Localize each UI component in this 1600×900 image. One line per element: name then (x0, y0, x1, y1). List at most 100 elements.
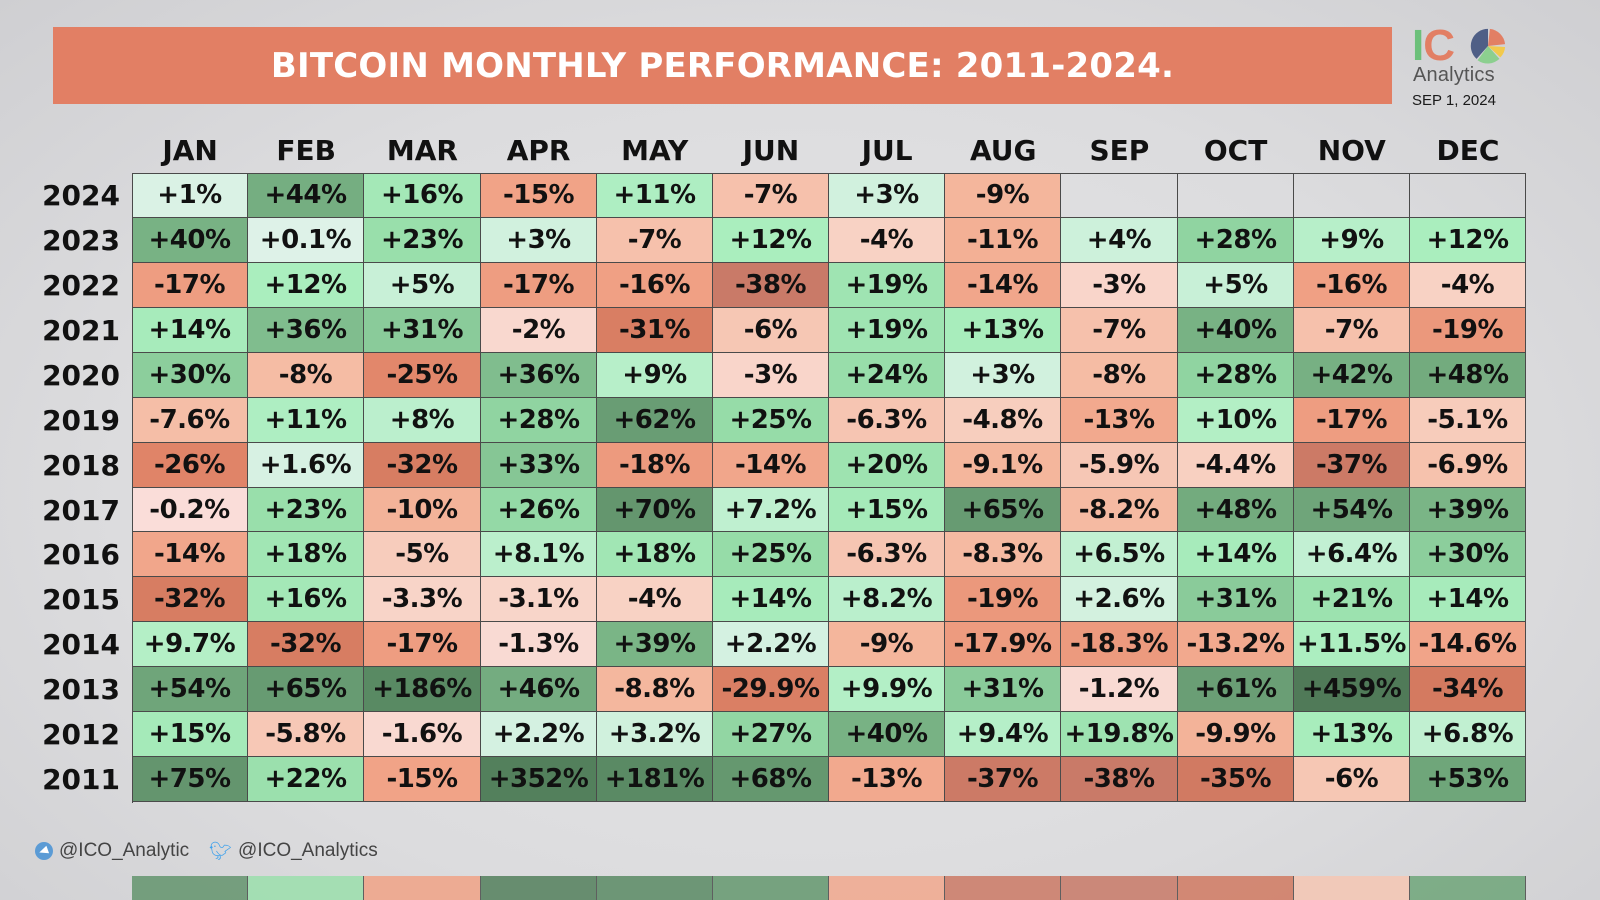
social-footer: @ICO_Analytic 🐦︎ @ICO_Analytics (35, 840, 392, 862)
heatmap-cell-2014-jun: +2.2% (713, 622, 829, 667)
logo-letters: IC (1412, 24, 1455, 68)
heatmap-cell-2015-sep: +2.6% (1061, 577, 1178, 622)
heatmap-cell-2014-feb: -32% (248, 622, 364, 667)
heatmap-cell-2015-nov: +21% (1294, 577, 1410, 622)
heatmap-cell-2022-mar: +5% (364, 263, 481, 308)
heatmap-cell-2020-mar: -25% (364, 353, 481, 398)
heatmap-cell-2020-sep: -8% (1061, 353, 1178, 398)
telegram-icon (35, 842, 53, 860)
heatmap-cell-2015-jun: +14% (713, 577, 829, 622)
heatmap-cell-2023-aug: -11% (945, 218, 1061, 263)
heatmap-cell-2024-may: +11% (597, 173, 713, 218)
heatmap-cell-2017-mar: -10% (364, 488, 481, 532)
heatmap-cell-2014-oct: -13.2% (1178, 622, 1294, 667)
column-header-may: MAY (621, 134, 689, 167)
heatmap-cell-2015-jan: -32% (132, 577, 248, 622)
pie-chart-icon (1470, 28, 1506, 64)
heatmap-cell-2016-sep: +6.5% (1061, 532, 1178, 577)
column-header-jan: JAN (162, 134, 218, 167)
twitter-bird-icon: 🐦︎ (209, 841, 233, 861)
logo-letter-c: C (1423, 21, 1455, 70)
heatmap-cell-2017-nov: +54% (1294, 488, 1410, 532)
column-header-feb: FEB (276, 134, 337, 167)
bleed-cell-mar (364, 876, 481, 900)
heatmap-cell-2024-mar: +16% (364, 173, 481, 218)
heatmap-cell-2012-aug: +9.4% (945, 712, 1061, 757)
logo-pie-slice-navy (1470, 28, 1488, 59)
heatmap-cell-2014-dec: -14.6% (1410, 622, 1526, 667)
heatmap-cell-2015-oct: +31% (1178, 577, 1294, 622)
heatmap-cell-2014-may: +39% (597, 622, 713, 667)
heatmap-cell-2021-oct: +40% (1178, 308, 1294, 353)
heatmap-cell-2019-apr: +28% (481, 398, 597, 443)
heatmap-cell-2017-jun: +7.2% (713, 488, 829, 532)
heatmap-cell-2021-may: -31% (597, 308, 713, 353)
heatmap-cell-2018-aug: -9.1% (945, 443, 1061, 488)
heatmap-cell-2011-mar: -15% (364, 757, 481, 802)
heatmap-cell-2014-aug: -17.9% (945, 622, 1061, 667)
heatmap-cell-2024-apr: -15% (481, 173, 597, 218)
heatmap-cell-2022-feb: +12% (248, 263, 364, 308)
heatmap-cell-2011-jan: +75% (132, 757, 248, 802)
heatmap-cell-2016-jul: -6.3% (829, 532, 945, 577)
heatmap-cell-2020-jan: +30% (132, 353, 248, 398)
heatmap-cell-2016-may: +18% (597, 532, 713, 577)
column-header-jun: JUN (742, 134, 800, 167)
heatmap-cell-2014-jul: -9% (829, 622, 945, 667)
heatmap-cell-2020-jul: +24% (829, 353, 945, 398)
heatmap-cell-2013-jan: +54% (132, 667, 248, 712)
heatmap-cell-2021-dec: -19% (1410, 308, 1526, 353)
heatmap-cell-2022-jan: -17% (132, 263, 248, 308)
heatmap-cell-2011-oct: -35% (1178, 757, 1294, 802)
bleed-cell-feb (248, 876, 364, 900)
heatmap-cell-2015-aug: -19% (945, 577, 1061, 622)
logo-wordmark: Analytics (1413, 64, 1495, 86)
twitter-handle[interactable]: @ICO_Analytics (238, 840, 378, 861)
heatmap-cell-2020-dec: +48% (1410, 353, 1526, 398)
heatmap-cell-2024-sep (1061, 173, 1178, 218)
bleed-cell-apr (481, 876, 597, 900)
bleed-cell-oct (1178, 876, 1294, 900)
heatmap-cell-2021-apr: -2% (481, 308, 597, 353)
heatmap-cell-2016-apr: +8.1% (481, 532, 597, 577)
row-label-2013: 2013 (42, 673, 120, 707)
heatmap-cell-2022-dec: -4% (1410, 263, 1526, 308)
heatmap-cell-2023-dec: +12% (1410, 218, 1526, 263)
heatmap-cell-2023-sep: +4% (1061, 218, 1178, 263)
heatmap-cell-2013-feb: +65% (248, 667, 364, 712)
bleed-cell-jan (132, 876, 248, 900)
chart-title: BITCOIN MONTHLY PERFORMANCE: 2011-2024. (270, 45, 1175, 86)
row-label-2017: 2017 (42, 493, 120, 527)
logo-letter-i: I (1412, 21, 1424, 70)
heatmap-cell-2023-jan: +40% (132, 218, 248, 263)
heatmap-cell-2011-may: +181% (597, 757, 713, 802)
bleed-cell-sep (1061, 876, 1178, 900)
row-label-2014: 2014 (42, 628, 120, 662)
heatmap-cell-2022-nov: -16% (1294, 263, 1410, 308)
bleed-cell-dec (1410, 876, 1526, 900)
heatmap-cell-2011-feb: +22% (248, 757, 364, 802)
heatmap-cell-2022-may: -16% (597, 263, 713, 308)
heatmap-cell-2017-jan: -0.2% (132, 488, 248, 532)
heatmap-cell-2020-feb: -8% (248, 353, 364, 398)
heatmap-cell-2023-mar: +23% (364, 218, 481, 263)
row-label-2024: 2024 (42, 179, 120, 212)
telegram-handle[interactable]: @ICO_Analytic (59, 840, 190, 861)
column-header-sep: SEP (1089, 134, 1150, 167)
column-header-mar: MAR (386, 134, 458, 167)
heatmap-cell-2020-apr: +36% (481, 353, 597, 398)
heatmap-cell-2012-jan: +15% (132, 712, 248, 757)
heatmap-cell-2011-apr: +352% (481, 757, 597, 802)
heatmap-cell-2021-nov: -7% (1294, 308, 1410, 353)
heatmap-cell-2013-nov: +459% (1294, 667, 1410, 712)
heatmap-cell-2024-aug: -9% (945, 173, 1061, 218)
heatmap-cell-2023-oct: +28% (1178, 218, 1294, 263)
heatmap-cell-2021-jun: -6% (713, 308, 829, 353)
heatmap-cell-2021-sep: -7% (1061, 308, 1178, 353)
heatmap-cell-2015-dec: +14% (1410, 577, 1526, 622)
heatmap-cell-2017-jul: +15% (829, 488, 945, 532)
heatmap-cell-2023-may: -7% (597, 218, 713, 263)
heatmap-cell-2024-oct (1178, 173, 1294, 218)
heatmap-cell-2020-nov: +42% (1294, 353, 1410, 398)
heatmap-cell-2018-feb: +1.6% (248, 443, 364, 488)
